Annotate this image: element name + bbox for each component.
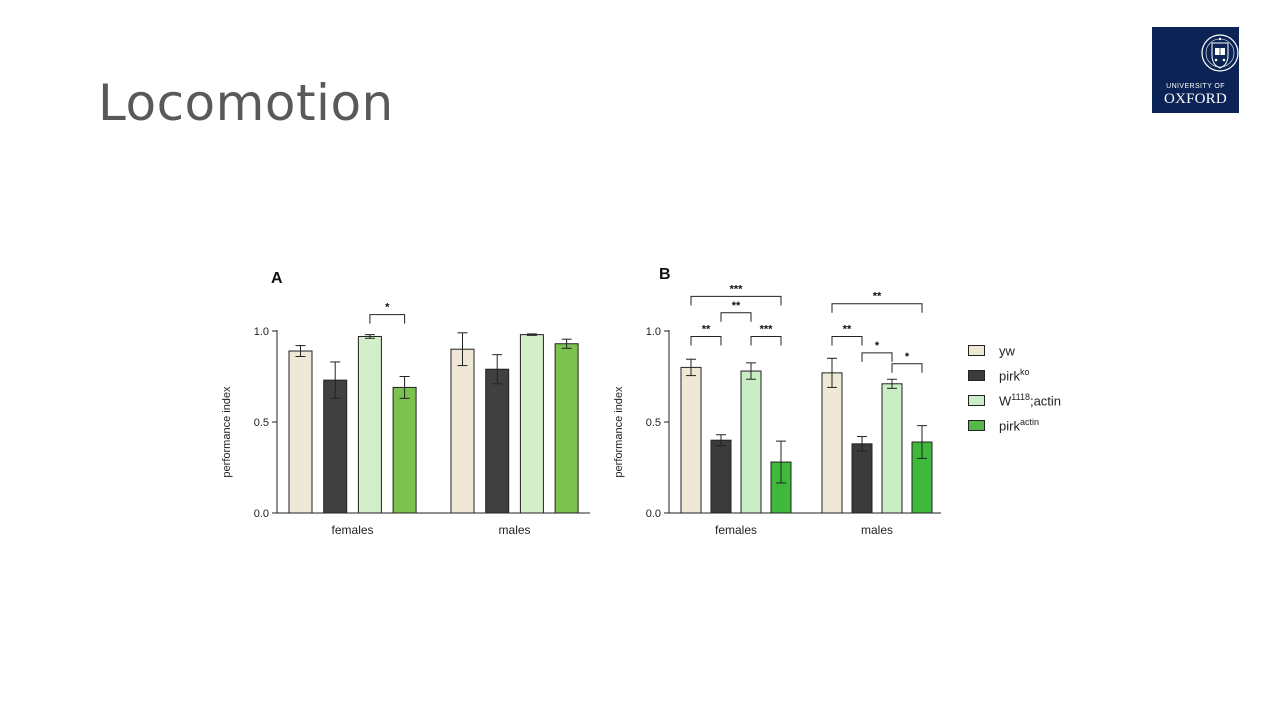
legend-swatch bbox=[968, 419, 985, 431]
significance-bracket bbox=[891, 363, 923, 373]
bar-yw bbox=[288, 350, 313, 514]
y-axis-label: performance index bbox=[221, 386, 233, 478]
significance-bracket bbox=[750, 335, 782, 346]
bar-w1118-actin bbox=[519, 334, 544, 514]
bar-pirkko bbox=[710, 439, 732, 514]
legend-swatch bbox=[968, 394, 985, 406]
significance-label: ** bbox=[702, 323, 711, 335]
significance-bracket bbox=[369, 314, 406, 324]
logo-oxford-text: OXFORD bbox=[1164, 91, 1227, 107]
significance-label: ** bbox=[873, 291, 882, 303]
significance-label: *** bbox=[760, 323, 774, 335]
bar-yw bbox=[450, 348, 475, 514]
significance-label: * bbox=[385, 302, 390, 314]
legend-label: pirkko bbox=[999, 366, 1030, 384]
significance-bracket bbox=[690, 335, 722, 346]
y-tick-label: 0.0 bbox=[254, 508, 269, 520]
significance-bracket bbox=[690, 295, 782, 306]
x-tick-label: males bbox=[499, 523, 531, 537]
significance-bracket bbox=[861, 352, 893, 362]
y-tick-label: 1.0 bbox=[254, 326, 269, 338]
logo-university-text: UNIVERSITY OF bbox=[1166, 83, 1225, 90]
legend-label: pirkactin bbox=[999, 416, 1039, 434]
oxford-crest-icon bbox=[1201, 34, 1239, 72]
significance-bracket bbox=[831, 303, 923, 313]
bar-yw bbox=[680, 366, 702, 514]
y-tick-label: 0.5 bbox=[646, 417, 661, 429]
oxford-logo: UNIVERSITY OF OXFORD bbox=[1152, 27, 1239, 113]
significance-label: * bbox=[875, 340, 880, 352]
significance-bracket bbox=[720, 312, 752, 322]
significance-label: ** bbox=[843, 323, 852, 335]
x-tick-label: females bbox=[332, 523, 374, 537]
y-tick-label: 1.0 bbox=[646, 326, 661, 338]
bar-w1118-actin bbox=[881, 383, 903, 514]
bar-pirkko bbox=[851, 443, 873, 514]
significance-bracket bbox=[831, 335, 863, 346]
significance-label: ** bbox=[732, 300, 741, 312]
legend-label: yw bbox=[999, 343, 1015, 359]
bar-w1118-actin bbox=[740, 370, 762, 514]
x-tick-label: males bbox=[861, 523, 893, 537]
x-tick-label: females bbox=[715, 523, 757, 537]
legend-swatch bbox=[968, 344, 985, 356]
y-tick-label: 0.5 bbox=[254, 417, 269, 429]
bar-pirkactin bbox=[392, 386, 417, 514]
panel-label: B bbox=[659, 266, 671, 283]
legend-item-w1118-actin: W1118;actin bbox=[968, 392, 1061, 408]
y-tick-label: 0.0 bbox=[646, 508, 661, 520]
panel-label: A bbox=[271, 270, 283, 287]
bar-w1118-actin bbox=[357, 335, 382, 514]
legend-swatch bbox=[968, 369, 985, 381]
legend-item-pirkko: pirkko bbox=[968, 367, 1029, 383]
legend-item-yw: yw bbox=[968, 342, 1015, 358]
slide-title: Locomotion bbox=[98, 74, 394, 132]
bar-pirkko bbox=[323, 379, 348, 514]
significance-label: * bbox=[905, 351, 910, 363]
legend-item-pirkactin: pirkactin bbox=[968, 417, 1039, 433]
bar-pirkactin bbox=[554, 343, 579, 514]
bar-yw bbox=[821, 372, 843, 514]
legend-label: W1118;actin bbox=[999, 391, 1062, 409]
y-axis-label: performance index bbox=[613, 386, 625, 478]
significance-label: *** bbox=[730, 283, 744, 295]
bar-pirkko bbox=[485, 368, 510, 514]
